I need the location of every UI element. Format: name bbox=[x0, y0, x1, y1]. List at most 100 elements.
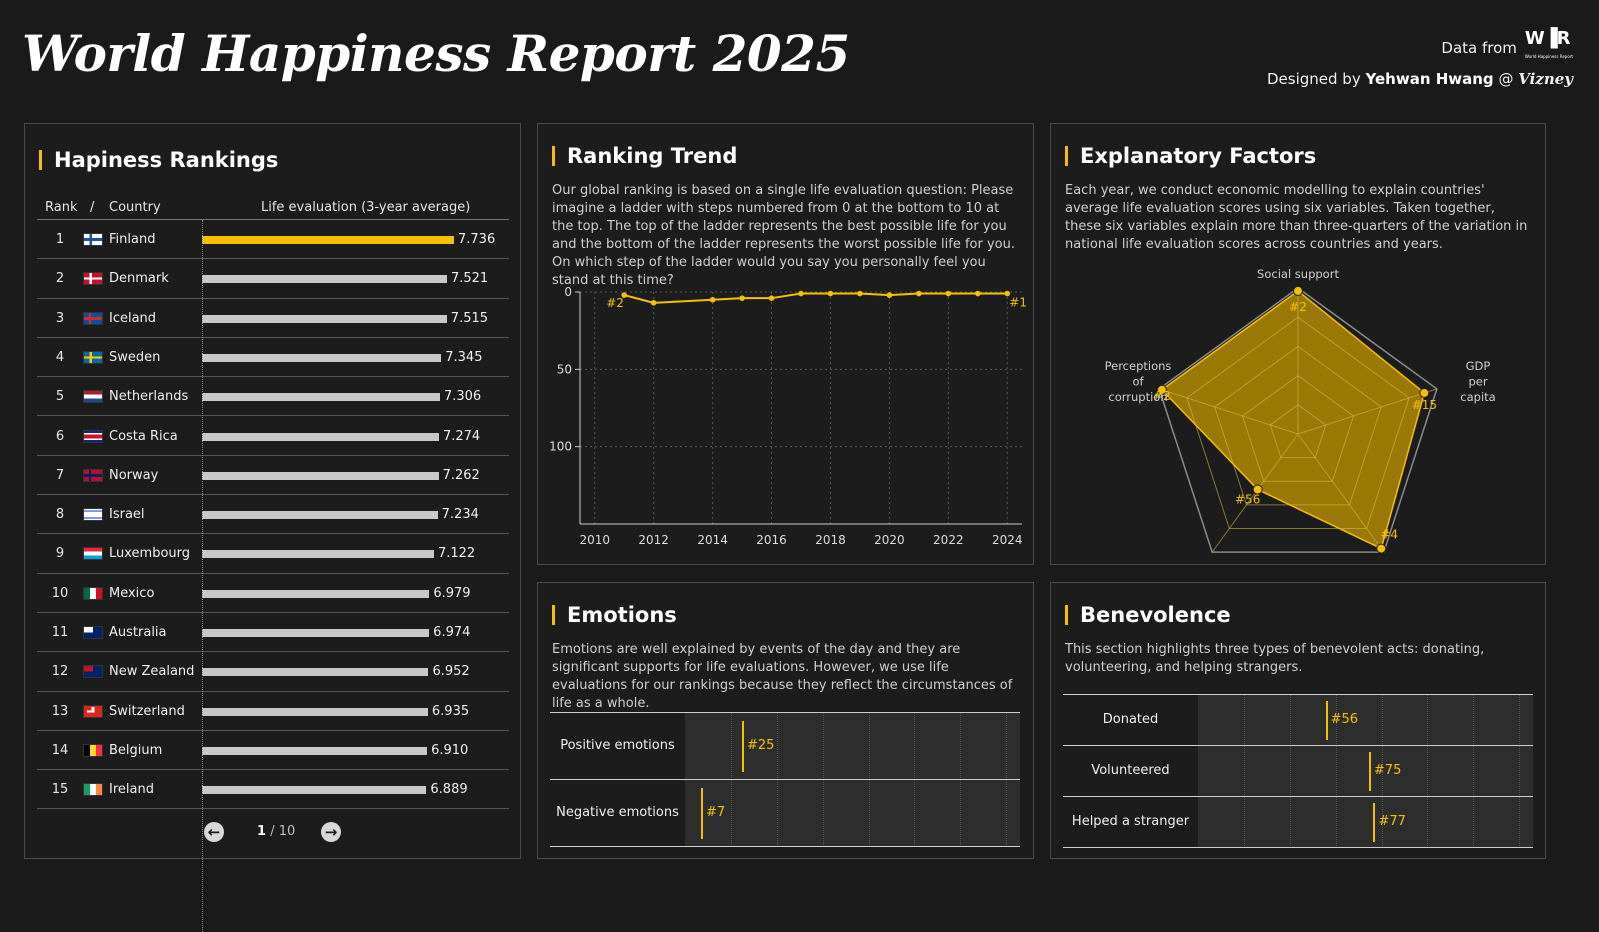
radar-area bbox=[1160, 289, 1426, 550]
track-gridline bbox=[822, 713, 824, 780]
benevolence-description: This section highlights three types of b… bbox=[1065, 642, 1485, 675]
country-name: Switzerland bbox=[109, 703, 185, 719]
rank-value: #75 bbox=[1373, 762, 1402, 778]
value-label: 6.952 bbox=[432, 664, 470, 680]
value-bar bbox=[202, 707, 428, 716]
radar-axis-label-line: GDP bbox=[1466, 359, 1491, 373]
track-gridline bbox=[730, 713, 732, 780]
pagination-indicator: 1 / 10 bbox=[257, 824, 295, 839]
data-point bbox=[1004, 290, 1011, 297]
value-label: 7.736 bbox=[458, 232, 496, 247]
rank-number: 7 bbox=[55, 467, 65, 483]
at-symbol: @ bbox=[1498, 70, 1514, 88]
col-country-header: Country bbox=[109, 200, 161, 215]
rank-value: #77 bbox=[1378, 813, 1406, 829]
track-gridline bbox=[1519, 797, 1521, 848]
track-gridline bbox=[1519, 746, 1521, 797]
data-point bbox=[857, 290, 863, 297]
radar-ring bbox=[1214, 345, 1382, 506]
radar-axis-label-line: of bbox=[1132, 375, 1144, 389]
list-item: Positive emotions #25 bbox=[550, 712, 1020, 780]
table-row: 7 Norway 7.262 bbox=[37, 456, 509, 496]
radar-rank-label: #4 bbox=[1380, 528, 1398, 542]
rank-number: 12 bbox=[51, 664, 69, 680]
list-item: Donated #56 bbox=[1063, 694, 1533, 746]
track-gridline bbox=[1427, 695, 1429, 746]
radar-point bbox=[1419, 387, 1430, 398]
radar-point bbox=[1376, 543, 1387, 554]
designer-name: Yehwan Hwang bbox=[1365, 70, 1494, 88]
value-bar bbox=[202, 432, 439, 441]
track-gridline bbox=[1381, 746, 1383, 797]
track-gridline bbox=[960, 713, 962, 780]
category-label: Volunteered bbox=[1091, 762, 1170, 778]
track-gridline bbox=[960, 780, 962, 847]
track-gridline bbox=[1289, 695, 1291, 746]
trend-title: Ranking Trend bbox=[552, 146, 737, 167]
value-bar bbox=[202, 589, 430, 598]
page-total: / 10 bbox=[270, 824, 296, 839]
radar-spoke bbox=[1158, 388, 1299, 435]
x-tick-label: 2016 bbox=[756, 533, 787, 547]
arrow-right-circle-icon: → bbox=[324, 823, 338, 841]
rank-track: #56 bbox=[1198, 695, 1533, 746]
country-name: Belgium bbox=[109, 742, 163, 758]
track-gridline bbox=[868, 780, 870, 847]
table-row: 1 Finland 7.736 bbox=[37, 220, 509, 260]
prev-page-button[interactable]: ← bbox=[204, 822, 224, 842]
x-tick-label: 2022 bbox=[933, 533, 964, 547]
category-label: Helped a stranger bbox=[1071, 813, 1190, 829]
emotions-title: Emotions bbox=[552, 605, 677, 626]
rank-number: 3 bbox=[55, 310, 65, 326]
country-name: Iceland bbox=[109, 310, 157, 326]
value-label: 7.122 bbox=[437, 546, 476, 562]
value-label: 7.345 bbox=[445, 349, 483, 365]
data-point bbox=[945, 290, 952, 297]
rank-number: 13 bbox=[51, 703, 69, 719]
y-tick-label: 50 bbox=[557, 362, 572, 376]
radar-axis-label-line: per bbox=[1468, 375, 1487, 389]
factors-description: Each year, we conduct economic modelling… bbox=[1065, 183, 1528, 252]
rank-marker bbox=[1368, 752, 1371, 791]
col-rank-header: Rank bbox=[45, 200, 78, 215]
radar-axis-label-line: Perceptions bbox=[1105, 359, 1172, 373]
track-gridline bbox=[868, 713, 870, 780]
rank-marker bbox=[700, 788, 703, 839]
value-bar bbox=[202, 550, 434, 559]
track-gridline bbox=[1289, 746, 1291, 797]
track-gridline bbox=[914, 780, 916, 847]
whr-logo-mark: W▐R bbox=[1524, 28, 1571, 49]
value-label: 6.935 bbox=[431, 703, 470, 719]
category-label: Donated bbox=[1102, 711, 1159, 727]
radar-axis-label-line: corruption bbox=[1108, 390, 1167, 404]
radar-ring bbox=[1241, 374, 1355, 482]
radar-rank-label: #56 bbox=[1235, 493, 1260, 507]
value-bar bbox=[202, 746, 428, 755]
country-name: Denmark bbox=[109, 271, 169, 287]
radar-axis-label: Social support bbox=[1257, 267, 1339, 281]
page-title: World Happiness Report 2025 bbox=[22, 24, 850, 83]
first-rank-label: #2 bbox=[606, 296, 624, 310]
flag-icon bbox=[83, 665, 103, 679]
table-row: 14 Belgium 6.910 bbox=[37, 731, 509, 771]
radar-axis-label: Perceptions of corruption bbox=[1105, 359, 1172, 404]
flag-icon bbox=[83, 350, 103, 364]
col-sep-header: / bbox=[90, 200, 95, 215]
page-current: 1 bbox=[257, 824, 267, 839]
track-gridline bbox=[914, 713, 916, 780]
emotions-panel: Emotions Emotions are well explained by … bbox=[537, 582, 1034, 859]
country-name: Luxembourg bbox=[109, 546, 191, 562]
table-row: 2 Denmark 7.521 bbox=[37, 259, 509, 299]
list-item: Volunteered #75 bbox=[1063, 745, 1533, 797]
track-gridline bbox=[1335, 797, 1337, 848]
next-page-button[interactable]: → bbox=[321, 822, 341, 842]
data-point bbox=[798, 290, 804, 297]
value-label: 7.234 bbox=[441, 507, 479, 523]
table-row: 9 Luxembourg 7.122 bbox=[37, 534, 509, 574]
track-gridline bbox=[1427, 797, 1429, 848]
data-from-label: Data from bbox=[1441, 39, 1517, 57]
data-point bbox=[739, 295, 745, 301]
table-row: 11 Australia 6.974 bbox=[37, 613, 509, 653]
value-bar bbox=[202, 393, 440, 402]
